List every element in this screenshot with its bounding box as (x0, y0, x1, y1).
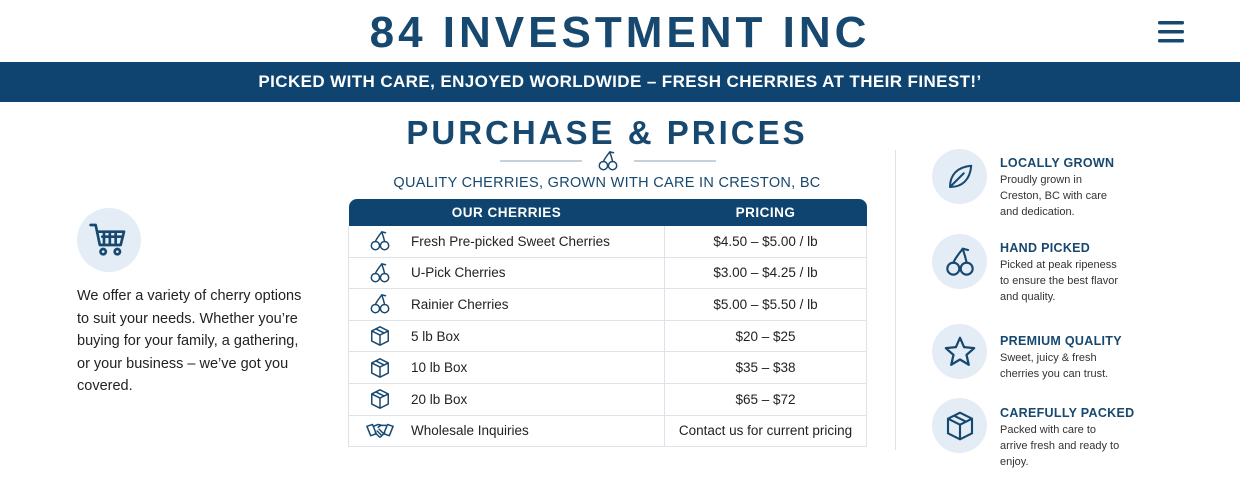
cherry-icon (932, 234, 987, 289)
price: $20 – $25 (664, 320, 867, 353)
cart-icon (77, 208, 141, 272)
product-name: Rainier Cherries (411, 288, 665, 321)
table-row: U-Pick Cherries $3.00 – $4.25 / lb (348, 257, 867, 290)
price: $35 – $38 (664, 351, 867, 384)
section-title: PURCHASE & PRICES (406, 114, 808, 151)
feature-title: CAREFULLY PACKED (1000, 406, 1135, 420)
table-row: 20 lb Box $65 – $72 (348, 383, 867, 416)
table-header: OUR CHERRIES (348, 199, 665, 226)
price: $3.00 – $4.25 / lb (664, 257, 867, 290)
star-icon (932, 324, 987, 379)
table-header: PRICING (664, 199, 867, 226)
column-divider (895, 150, 896, 450)
feature-title: LOCALLY GROWN (1000, 156, 1115, 170)
feature-text: Picked at peak ripeness to ensure the be… (1000, 259, 1119, 303)
box-icon (932, 398, 987, 453)
product-name: Wholesale Inquiries (411, 415, 665, 448)
price: $65 – $72 (664, 383, 867, 416)
feature-title: HAND PICKED (1000, 241, 1091, 255)
product-name: 5 lb Box (411, 320, 665, 353)
product-name: 20 lb Box (411, 383, 665, 416)
table-row: Fresh Pre-picked Sweet Cherries $4.50 – $… (348, 226, 867, 258)
intro-text: We offer a variety of cherry options to … (77, 288, 302, 395)
price: $4.50 – $5.00 / lb (664, 226, 867, 258)
banner: PICKED WITH CARE, ENJOYED WORLDWIDE – FR… (0, 62, 1240, 102)
product-name: Fresh Pre-picked Sweet Cherries (411, 226, 665, 258)
leaf-icon (932, 149, 987, 204)
menu-button[interactable] (1158, 21, 1184, 43)
divider (500, 151, 716, 171)
section-subtitle: QUALITY CHERRIES, GROWN WITH CARE IN CRE… (393, 175, 821, 191)
product-name: U-Pick Cherries (411, 257, 665, 290)
table-row: 5 lb Box $20 – $25 (348, 320, 867, 353)
feature-text: Sweet, juicy & fresh cherries you can tr… (1000, 352, 1109, 380)
feature-text: Packed with care to arrive fresh and rea… (1000, 424, 1120, 468)
site-title: 84 INVESTMENT INC (369, 8, 871, 57)
price-table: OUR CHERRIES PRICING Fresh Pre-picked Sw… (348, 199, 867, 448)
price: $5.00 – $5.50 / lb (664, 288, 867, 321)
table-row: Wholesale Inquiries Contact us for curren… (348, 415, 867, 448)
feature-title: PREMIUM QUALITY (1000, 334, 1122, 348)
product-name: 10 lb Box (411, 351, 665, 384)
price: Contact us for current pricing (664, 415, 867, 448)
table-row: Rainier Cherries $5.00 – $5.50 / lb (348, 288, 867, 321)
table-row: 10 lb Box $35 – $38 (348, 351, 867, 384)
feature-text: Proudly grown in Creston, BC with care a… (1000, 174, 1107, 218)
